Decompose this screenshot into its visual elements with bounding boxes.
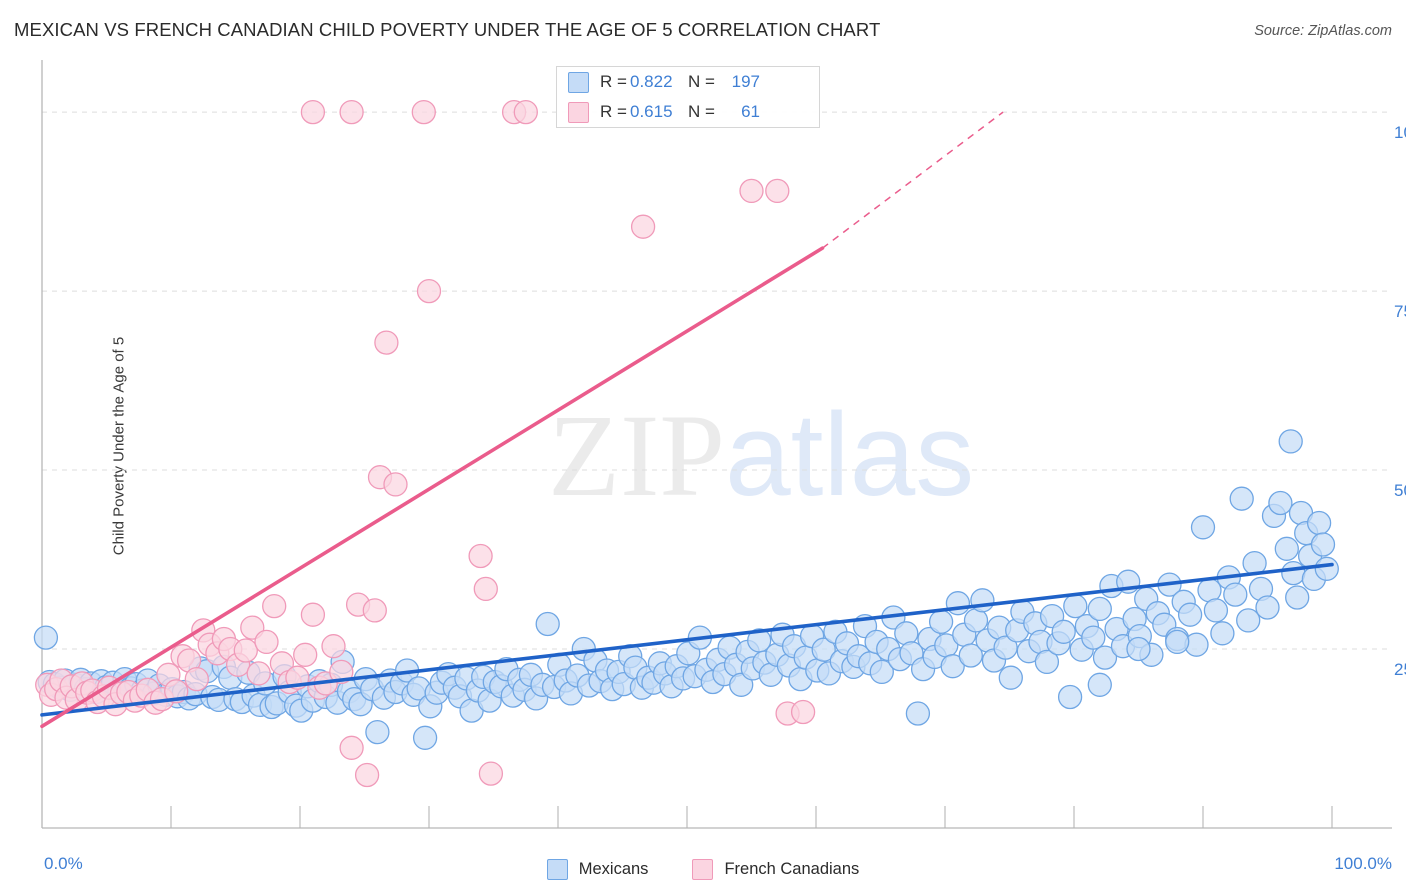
series-points-french-canadians	[35, 99, 816, 788]
legend-swatch-french-canadians	[568, 101, 589, 123]
svg-text:100.0%: 100.0%	[1394, 123, 1406, 142]
series-legend-item-french-canadians[interactable]: French Canadians	[692, 859, 859, 880]
source-attribution: Source: ZipAtlas.com	[1254, 23, 1392, 39]
legend-stats-mexicans: R = 0.822 N = 197	[600, 72, 760, 91]
legend-swatch-mexicans	[568, 71, 589, 93]
svg-text:75.0%: 75.0%	[1394, 302, 1406, 321]
legend-row-mexicans: R = 0.822 N = 197	[557, 67, 819, 97]
svg-text:50.0%: 50.0%	[1394, 481, 1406, 500]
correlation-legend: R = 0.822 N = 197 R = 0.615 N = 61	[556, 66, 820, 128]
series-label-mexicans: Mexicans	[578, 860, 649, 878]
series-swatch-french-canadians	[692, 859, 714, 880]
svg-text:25.0%: 25.0%	[1394, 660, 1406, 679]
page-title: MEXICAN VS FRENCH CANADIAN CHILD POVERTY…	[14, 19, 881, 40]
x-axis-min-label: 0.0%	[44, 854, 83, 873]
series-label-french-canadians: French Canadians	[724, 860, 860, 878]
svg-text:ZIPatlas: ZIPatlas	[548, 389, 974, 521]
series-swatch-mexicans	[546, 859, 568, 880]
x-axis-max-label: 100.0%	[1334, 854, 1392, 873]
legend-stats-french-canadians: R = 0.615 N = 61	[600, 102, 760, 121]
series-legend: Mexicans French Canadians	[0, 859, 1406, 880]
series-legend-item-mexicans[interactable]: Mexicans	[546, 859, 649, 880]
legend-row-french-canadians: R = 0.615 N = 61	[557, 97, 819, 127]
